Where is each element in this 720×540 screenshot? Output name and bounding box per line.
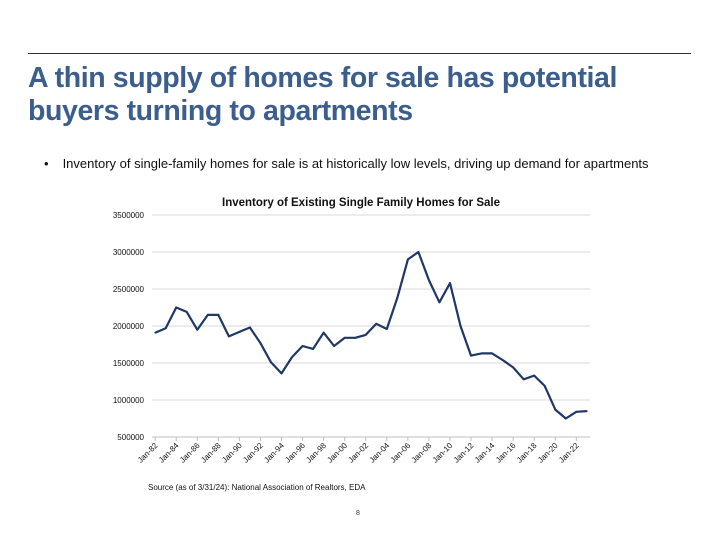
data-point: [575, 411, 578, 413]
slide-title: A thin supply of homes for sale has pote…: [28, 62, 618, 127]
x-tick-label: Jan-90: [220, 441, 244, 465]
y-tick-label: 500000: [117, 433, 144, 442]
data-point: [491, 352, 493, 355]
data-point: [564, 417, 567, 420]
x-tick-label: Jan-08: [410, 441, 434, 465]
x-tick-label: Jan-00: [325, 441, 349, 465]
y-tick-label: 3500000: [113, 211, 145, 220]
data-point: [512, 366, 514, 369]
bullet-text: Inventory of single-family homes for sal…: [62, 156, 649, 171]
data-point: [322, 331, 325, 334]
x-tick-label: Jan-18: [515, 441, 539, 465]
data-point: [175, 306, 178, 309]
x-tick-label: Jan-96: [283, 441, 307, 465]
x-tick-label: Jan-10: [431, 441, 455, 465]
data-point: [238, 331, 241, 333]
x-tick-label: Jan-92: [241, 441, 265, 465]
data-point: [407, 258, 409, 261]
data-point: [333, 345, 335, 347]
page-number: 8: [356, 510, 360, 517]
data-point: [396, 297, 399, 299]
data-point: [301, 345, 304, 347]
x-tick-label: Jan-02: [346, 441, 370, 465]
data-point: [217, 314, 220, 316]
data-point: [185, 311, 188, 313]
data-point: [470, 354, 472, 357]
x-tick-label: Jan-98: [304, 441, 328, 465]
title-divider: [28, 53, 691, 54]
source-note: Source (as of 3/31/24): National Associa…: [148, 483, 366, 492]
inventory-line-chart: Inventory of Existing Single Family Home…: [113, 197, 590, 465]
inventory-series-line: [154, 250, 587, 420]
data-point: [449, 282, 451, 284]
data-point: [259, 342, 262, 344]
data-point: [280, 372, 283, 375]
data-point: [533, 374, 535, 377]
y-tick-label: 2500000: [113, 285, 145, 294]
data-point: [343, 337, 346, 339]
x-tick-label: Jan-88: [199, 441, 223, 465]
data-point: [522, 378, 525, 381]
bullet-point: • Inventory of single-family homes for s…: [44, 156, 649, 171]
data-point: [196, 328, 199, 331]
x-tick-label: Jan-84: [157, 441, 181, 465]
data-point: [354, 337, 357, 339]
x-tick-label: Jan-04: [368, 441, 392, 465]
data-point: [375, 322, 378, 325]
x-tick-label: Jan-86: [178, 441, 202, 465]
data-point: [207, 314, 209, 316]
data-point: [385, 328, 388, 330]
y-tick-label: 1000000: [113, 396, 145, 405]
data-point: [364, 334, 367, 336]
data-point: [438, 301, 441, 304]
y-tick-label: 1500000: [113, 359, 145, 368]
data-point: [312, 348, 314, 350]
data-point: [291, 356, 293, 358]
data-point: [554, 408, 557, 411]
data-point: [459, 325, 462, 327]
data-point: [270, 361, 272, 364]
x-tick-label: Jan-06: [389, 441, 413, 465]
data-point: [417, 251, 420, 253]
data-point: [586, 410, 588, 412]
data-point: [249, 326, 251, 329]
data-point: [480, 352, 483, 355]
data-point: [164, 327, 167, 330]
x-tick-label: Jan-14: [473, 441, 497, 465]
y-tick-label: 2000000: [113, 322, 145, 331]
x-tick-label: Jan-82: [136, 441, 160, 465]
chart-title: Inventory of Existing Single Family Home…: [222, 197, 500, 209]
x-tick-label: Jan-20: [536, 441, 560, 465]
data-point: [543, 385, 546, 387]
data-point: [501, 359, 504, 361]
x-tick-label: Jan-22: [557, 441, 581, 465]
data-point: [428, 279, 430, 281]
data-point: [228, 335, 230, 338]
x-tick-label: Jan-94: [262, 441, 286, 465]
x-tick-label: Jan-12: [452, 441, 476, 465]
bullet-marker: •: [44, 156, 49, 171]
data-point: [154, 331, 156, 334]
y-tick-label: 3000000: [113, 248, 145, 257]
x-tick-label: Jan-16: [494, 441, 518, 465]
